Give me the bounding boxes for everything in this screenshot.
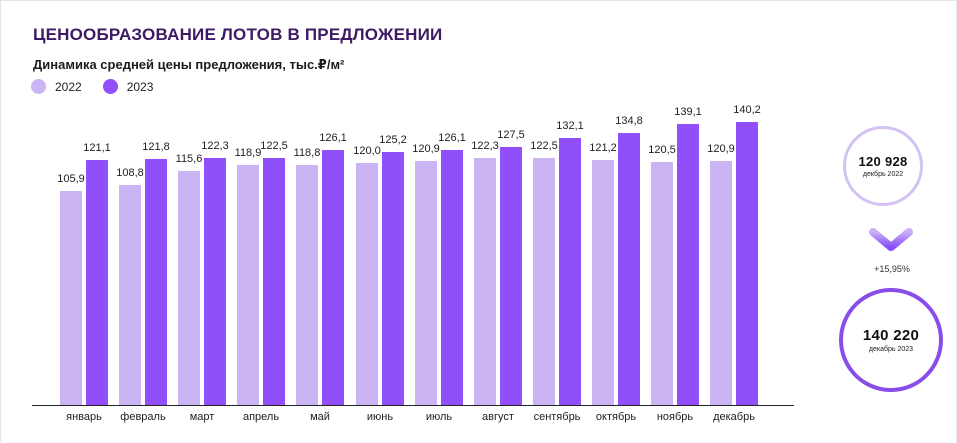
legend-label: 2022 bbox=[55, 79, 82, 94]
bar-2023 bbox=[145, 159, 167, 405]
bar-value-label: 120,5 bbox=[648, 144, 676, 156]
bar-2023 bbox=[618, 133, 640, 405]
bar-value-label: 121,1 bbox=[83, 142, 111, 154]
bar-2022 bbox=[296, 165, 318, 405]
bar-2022 bbox=[592, 160, 614, 405]
bar-2023 bbox=[382, 152, 404, 405]
bar-2023 bbox=[204, 158, 226, 405]
bar-2023 bbox=[86, 160, 108, 405]
bar-2022 bbox=[356, 163, 378, 405]
x-axis-label: октябрь bbox=[595, 411, 637, 423]
x-axis-label: апрель bbox=[242, 411, 280, 423]
bar-2022 bbox=[474, 158, 496, 405]
bar-value-label: 121,8 bbox=[142, 141, 170, 153]
x-axis-line bbox=[32, 405, 794, 406]
bar-value-label: 120,9 bbox=[707, 143, 735, 155]
end-value-circle: 140 220 декабрь 2023 bbox=[839, 288, 943, 392]
bar-value-label: 108,8 bbox=[116, 167, 144, 179]
bar-value-label: 140,2 bbox=[733, 104, 761, 116]
bar-2022 bbox=[60, 191, 82, 405]
bar-value-label: 105,9 bbox=[57, 173, 85, 185]
x-axis-label: июнь bbox=[366, 411, 394, 423]
bar-value-label: 120,0 bbox=[353, 145, 381, 157]
x-axis-label: май bbox=[310, 411, 330, 423]
x-axis-label: январь bbox=[66, 411, 102, 423]
x-axis-label: август bbox=[482, 411, 514, 423]
bar-value-label: 121,2 bbox=[589, 142, 617, 154]
end-caption: декабрь 2023 bbox=[868, 346, 914, 353]
end-value: 140 220 bbox=[862, 327, 920, 344]
bar-value-label: 122,3 bbox=[471, 140, 499, 152]
chevron-down-icon bbox=[869, 228, 913, 251]
x-axis-label: ноябрь bbox=[656, 411, 694, 423]
bar-value-label: 115,6 bbox=[175, 153, 203, 165]
bar-2022 bbox=[119, 185, 141, 405]
x-axis-label: декабрь bbox=[713, 411, 755, 423]
x-axis-label: июль bbox=[425, 411, 453, 423]
legend-item-2023: 2023 bbox=[102, 79, 154, 94]
legend-item-2022: 2022 bbox=[31, 79, 82, 94]
bar-2023 bbox=[441, 150, 463, 405]
bar-value-label: 118,9 bbox=[234, 147, 262, 159]
bar-value-label: 118,8 bbox=[293, 147, 321, 159]
bar-2022 bbox=[710, 161, 732, 405]
x-axis-label: февраль bbox=[120, 411, 166, 423]
legend-label: 2023 bbox=[126, 79, 154, 94]
start-value-circle: 120 928 декбрь 2022 bbox=[843, 126, 923, 206]
legend-dot-2023 bbox=[102, 79, 118, 94]
bar-value-label: 127,5 bbox=[497, 129, 525, 141]
bar-2022 bbox=[415, 161, 437, 405]
start-value: 120 928 bbox=[858, 154, 908, 169]
bar-value-label: 122,5 bbox=[260, 140, 288, 152]
bar-2023 bbox=[263, 158, 285, 405]
bar-value-label: 122,5 bbox=[530, 140, 558, 152]
bar-chart: 105,9 121,1 январь 108,8 121,8 февраль 115,6 12… bbox=[32, 104, 794, 423]
bar-2022 bbox=[178, 171, 200, 405]
bar-2023 bbox=[736, 122, 758, 405]
bar-2023 bbox=[559, 138, 581, 405]
bar-2023 bbox=[677, 124, 699, 405]
bar-2023 bbox=[322, 150, 344, 405]
bar-value-label: 126,1 bbox=[319, 132, 347, 144]
bar-value-label: 126,1 bbox=[438, 132, 466, 144]
bar-value-label: 122,3 bbox=[201, 140, 229, 152]
bar-value-label: 134,8 bbox=[615, 115, 643, 127]
bar-value-label: 139,1 bbox=[674, 106, 702, 118]
bar-value-label: 120,9 bbox=[412, 143, 440, 155]
page-title: ЦЕНООБРАЗОВАНИЕ ЛОТОВ В ПРЕДЛОЖЕНИИ bbox=[33, 25, 443, 44]
bar-2022 bbox=[533, 158, 555, 405]
start-caption: декбрь 2022 bbox=[862, 171, 904, 178]
chart-subtitle: Динамика средней цены предложения, тыс.₽… bbox=[33, 57, 345, 72]
bar-2023 bbox=[500, 147, 522, 405]
bar-2022 bbox=[651, 162, 673, 405]
x-axis-label: март bbox=[189, 411, 215, 423]
percent-change: +15,95% bbox=[874, 264, 910, 274]
legend-dot-2022 bbox=[31, 79, 46, 94]
x-axis-label: сентябрь bbox=[533, 411, 581, 423]
bar-2022 bbox=[237, 165, 259, 405]
bar-value-label: 132,1 bbox=[556, 120, 584, 132]
bar-value-label: 125,2 bbox=[379, 134, 407, 146]
chart-legend: 2022 2023 bbox=[31, 79, 174, 94]
